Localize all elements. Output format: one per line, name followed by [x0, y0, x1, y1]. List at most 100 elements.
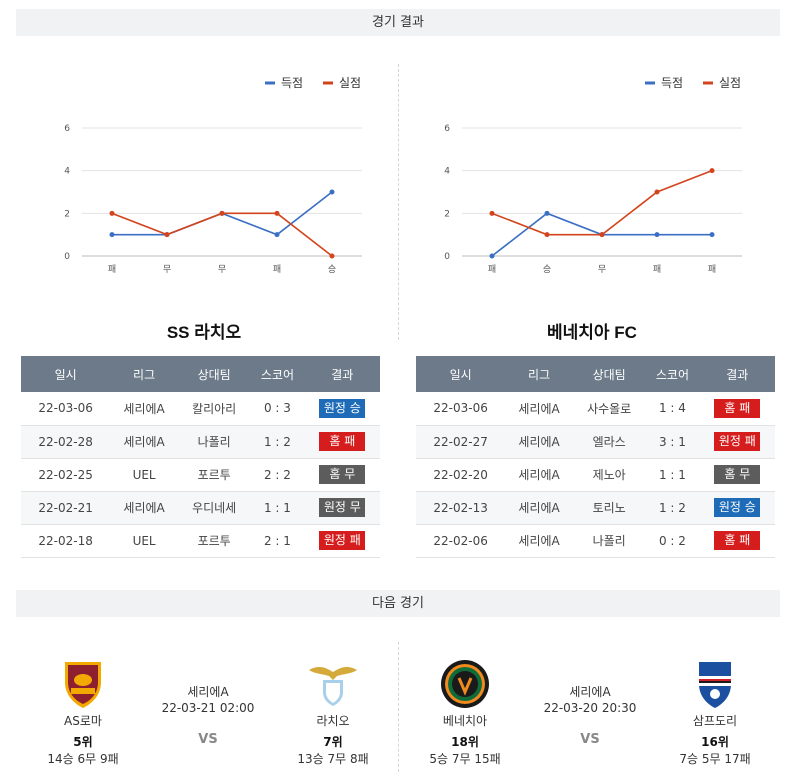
match-league: 세리에A: [110, 392, 178, 426]
match-score: 0 : 3: [250, 392, 305, 426]
opponent-name: 포르투: [177, 524, 251, 558]
match-date: 22-02-20: [416, 458, 506, 492]
section-title-next: 다음 경기: [16, 590, 780, 617]
col-result-header: 결과: [699, 356, 775, 392]
result-badge: 홈 무: [714, 465, 761, 484]
col-league-header: 리그: [110, 356, 178, 392]
data-point-conceded: [544, 232, 550, 238]
legend-scored-label: 득점: [661, 76, 683, 90]
data-point-scored: [489, 253, 495, 259]
data-point-conceded: [109, 210, 115, 216]
table-row: 22-02-28 세리에A 나폴리 1 : 2 홈 패: [21, 425, 380, 459]
result-badge: 원정 승: [714, 498, 761, 517]
match-score: 1 : 2: [250, 425, 305, 459]
vs-label: VS: [580, 732, 600, 747]
table-row: 22-02-21 세리에A 우디네세 1 : 1 원정 무: [21, 491, 380, 525]
result-badge: 원정 무: [319, 498, 366, 517]
result-badge: 홈 패: [319, 432, 366, 451]
table-header-row: 일시 리그 상대팀 스코어 결과: [21, 356, 380, 392]
opponent-name: 사수올로: [572, 392, 646, 426]
result-badge: 홈 패: [714, 398, 761, 418]
match-date: 22-02-06: [416, 524, 506, 558]
y-tick-label: 4: [444, 167, 450, 177]
venezia-crest-icon: [439, 658, 491, 710]
match-score: 0 : 2: [645, 524, 700, 558]
data-point-scored: [329, 189, 335, 195]
home-team: 베네치아 18위 5승 7무 15패: [410, 650, 520, 767]
chart-right-svg: 득점 실점 0 2 4 6 패 승 무 패 패: [444, 76, 742, 275]
data-point-conceded: [164, 232, 170, 238]
data-point-conceded: [219, 210, 225, 216]
home-team-record: 14승 6무 9패: [47, 752, 119, 766]
x-tick-label: 무: [163, 264, 171, 275]
series-line-conceded: [491, 169, 713, 236]
data-point-scored: [709, 232, 715, 238]
col-score-header: 스코어: [645, 356, 700, 392]
data-point-conceded: [654, 189, 660, 195]
match-datetime: 22-03-20 20:30: [543, 701, 637, 715]
chart-left: 득점 실점 0 2 4 6 패 무 무 패 승: [40, 60, 400, 290]
match-info: 세리에A 22-03-21 02:00: [138, 684, 278, 716]
legend-conceded-label: 실점: [719, 76, 741, 90]
match-league: 세리에A: [110, 425, 178, 459]
match-league: UEL: [110, 524, 178, 558]
col-date-header: 일시: [21, 356, 111, 392]
match-result-cell: 원정 승: [699, 491, 775, 525]
match-league: 세리에A: [187, 685, 229, 699]
home-team: AS로마 5위 14승 6무 9패: [28, 650, 138, 767]
legend-scored-label: 득점: [281, 76, 303, 90]
col-league-header: 리그: [505, 356, 573, 392]
divider-bottom: [398, 642, 399, 772]
away-team: 삼프도리 16위 7승 5무 17패: [660, 650, 770, 767]
match-score: 1 : 4: [645, 392, 700, 426]
match-info: 세리에A 22-03-20 20:30: [520, 684, 660, 716]
match-score: 1 : 2: [645, 491, 700, 525]
away-team-name: 삼프도리: [692, 714, 738, 728]
match-datetime: 22-03-21 02:00: [161, 701, 255, 715]
table-header-row: 일시 리그 상대팀 스코어 결과: [416, 356, 775, 392]
table-row: 22-02-06 세리에A 나폴리 0 : 2 홈 패: [416, 524, 775, 558]
x-tick-label: 승: [543, 264, 551, 275]
next-match-right: 베네치아 18위 5승 7무 15패 세리에A 22-03-20 20:30 V…: [410, 650, 770, 770]
sampdoria-crest-icon: [689, 658, 741, 710]
opponent-name: 포르투: [177, 458, 251, 492]
team-title-venezia: 베네치아 FC: [547, 323, 637, 342]
x-tick-label: 패: [488, 264, 496, 275]
opponent-name: 우디네세: [177, 491, 251, 525]
x-tick-label: 무: [218, 264, 226, 275]
vs-label: VS: [198, 732, 218, 747]
data-point-conceded: [709, 168, 715, 174]
chart-left-svg: 득점 실점 0 2 4 6 패 무 무 패 승: [64, 76, 362, 275]
away-team-record: 7승 5무 17패: [679, 752, 751, 766]
data-point-conceded: [599, 232, 605, 238]
match-date: 22-02-18: [21, 524, 111, 558]
match-result-cell: 원정 패: [699, 425, 775, 459]
table-row: 22-02-18 UEL 포르투 2 : 1 원정 패: [21, 524, 380, 558]
match-league: 세리에A: [505, 392, 573, 426]
match-league: 세리에A: [569, 685, 611, 699]
match-date: 22-02-25: [21, 458, 111, 492]
match-league: 세리에A: [505, 425, 573, 459]
match-result-cell: 홈 패: [304, 425, 380, 459]
match-score: 2 : 1: [250, 524, 305, 558]
match-result-cell: 원정 무: [304, 491, 380, 525]
home-team-rank: 18위: [451, 735, 479, 749]
match-date: 22-02-27: [416, 425, 506, 459]
data-point-conceded: [329, 253, 335, 259]
divider-top: [398, 64, 399, 340]
col-date-header: 일시: [416, 356, 506, 392]
data-point-scored: [654, 232, 660, 238]
team-title-lazio: SS 라치오: [166, 323, 242, 342]
next-match-left: AS로마 5위 14승 6무 9패 세리에A 22-03-21 02:00 VS…: [28, 650, 388, 770]
match-score: 2 : 2: [250, 458, 305, 492]
table-row: 22-03-06 세리에A 사수올로 1 : 4 홈 패: [416, 392, 775, 426]
match-league: 세리에A: [505, 491, 573, 525]
y-tick-label: 0: [64, 252, 70, 262]
section-title-results: 경기 결과: [16, 9, 780, 36]
home-team-name: 베네치아: [442, 714, 488, 728]
chart-right: 득점 실점 0 2 4 6 패 승 무 패 패: [420, 60, 780, 290]
match-score: 3 : 1: [645, 425, 700, 459]
away-team: 라치오 7위 13승 7무 8패: [278, 650, 388, 767]
match-result-cell: 홈 무: [699, 458, 775, 492]
